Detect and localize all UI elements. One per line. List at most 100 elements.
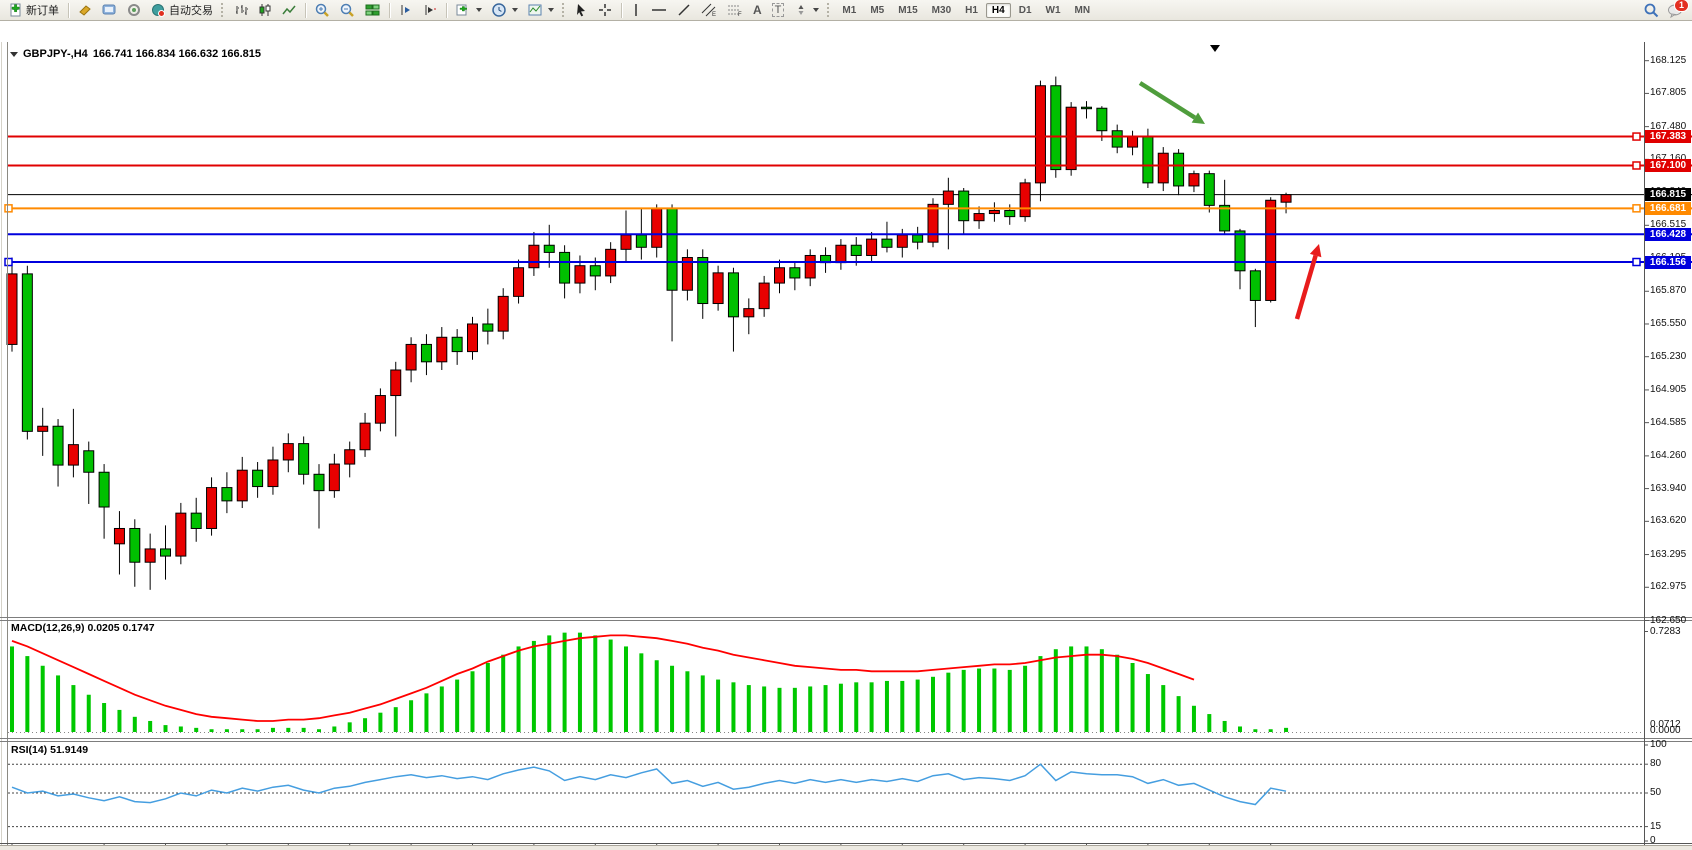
chart-shift-marker[interactable] xyxy=(1210,45,1220,52)
hline-node[interactable] xyxy=(1632,132,1641,141)
cursor-tool-button[interactable] xyxy=(570,0,593,20)
macd-histogram-bar xyxy=(670,665,675,732)
tile-windows-button[interactable] xyxy=(360,0,385,20)
candle-up xyxy=(405,343,417,371)
macd-histogram-bar xyxy=(884,680,889,732)
macd-histogram-bar xyxy=(470,671,475,732)
candle-down xyxy=(252,469,264,488)
candle-up xyxy=(1019,182,1031,218)
separator xyxy=(389,2,390,18)
macd-label: MACD(12,26,9) 0.0205 0.1747 xyxy=(11,622,155,634)
tab-timeframe-H4[interactable]: H4 xyxy=(985,2,1011,18)
chart-menu-icon[interactable] xyxy=(10,51,18,57)
styles-button[interactable] xyxy=(73,0,97,20)
templates-button[interactable] xyxy=(523,0,559,20)
bar-chart-mode-button[interactable] xyxy=(229,0,253,20)
macd-histogram-bar xyxy=(900,680,905,732)
candle-down xyxy=(850,244,862,256)
hline-node[interactable] xyxy=(4,257,13,267)
fibonacci-tool-button[interactable]: F xyxy=(722,0,748,20)
crosshair-tool-button[interactable] xyxy=(593,0,617,20)
bounce-up-arrow xyxy=(1294,254,1318,320)
toolbar-drag-handle[interactable] xyxy=(562,3,567,17)
rsi-tick-label: 15 xyxy=(1650,820,1662,832)
candle-up xyxy=(528,244,540,269)
candle-chart-mode-button[interactable] xyxy=(253,0,277,20)
toolbar-drag-handle[interactable] xyxy=(221,3,226,17)
candlestick-chart-icon xyxy=(259,4,271,16)
macd-histogram-bar xyxy=(117,709,122,732)
tab-timeframe-M15[interactable]: M15 xyxy=(898,4,918,16)
price-tick-label: 163.295 xyxy=(1650,548,1687,560)
text-tool-button[interactable]: A xyxy=(748,0,767,20)
hline-node[interactable] xyxy=(1632,161,1641,170)
candle-up xyxy=(236,469,248,502)
indicators-button[interactable] xyxy=(451,0,487,20)
search-icon[interactable] xyxy=(1644,3,1659,18)
auto-scroll-button[interactable] xyxy=(394,0,418,20)
horizontal-line-tool-button[interactable] xyxy=(646,0,672,20)
macd-histogram-bar xyxy=(1284,727,1289,732)
candle-up xyxy=(896,234,908,248)
macd-histogram-bar xyxy=(178,726,183,732)
candle-up xyxy=(328,463,340,492)
tab-timeframe-M30[interactable]: M30 xyxy=(931,4,952,16)
tab-timeframe-M5[interactable]: M5 xyxy=(870,4,885,16)
macd-histogram-bar xyxy=(516,646,521,732)
candle-up xyxy=(1157,152,1169,184)
macd-axis-mid: 0.0712 xyxy=(1650,719,1681,730)
macd-histogram-bar xyxy=(608,639,613,732)
candle-down xyxy=(881,238,893,248)
candle-up xyxy=(67,444,79,466)
market-watch-button[interactable] xyxy=(97,0,122,20)
channel-tool-button[interactable]: E xyxy=(696,0,722,20)
styles-icon xyxy=(79,5,91,16)
tab-timeframe-D1[interactable]: D1 xyxy=(1018,4,1032,16)
new-order-button[interactable]: 新订单 xyxy=(4,0,64,20)
candle-up xyxy=(359,422,371,451)
candle-down xyxy=(543,244,555,253)
strategy-tester-button[interactable] xyxy=(122,0,146,20)
new-order-icon xyxy=(10,3,21,17)
trendline-tool-button[interactable] xyxy=(672,0,696,20)
tab-timeframe-MN[interactable]: MN xyxy=(1074,4,1091,16)
price-tick-label: 168.125 xyxy=(1650,54,1687,66)
candle-up xyxy=(1265,199,1277,301)
macd-histogram-bar xyxy=(270,727,275,732)
periods-button[interactable] xyxy=(487,0,523,20)
toolbar-drag-handle[interactable] xyxy=(827,3,832,17)
zoom-out-button[interactable] xyxy=(335,0,360,20)
bounce-up-arrow-head[interactable] xyxy=(1309,244,1322,258)
zoom-in-button[interactable] xyxy=(310,0,335,20)
downward-pressure-arrow xyxy=(1138,81,1197,120)
macd-histogram-bar xyxy=(194,727,199,732)
downward-pressure-arrow-head[interactable] xyxy=(1191,112,1205,124)
chart-shift-button[interactable] xyxy=(418,0,442,20)
hline-node[interactable] xyxy=(4,204,13,213)
auto-trading-button[interactable]: 自动交易 xyxy=(146,0,218,20)
macd-histogram-bar xyxy=(777,687,782,732)
tab-timeframe-W1[interactable]: W1 xyxy=(1045,4,1061,16)
price-tick-label: 163.940 xyxy=(1650,482,1687,494)
chart-canvas[interactable] xyxy=(0,21,1692,850)
arrows-tool-button[interactable] xyxy=(789,0,824,20)
notifications-button[interactable]: 1 xyxy=(1667,0,1689,18)
line-chart-mode-button[interactable] xyxy=(277,0,301,20)
hline-node[interactable] xyxy=(1632,257,1641,267)
macd-histogram-bar xyxy=(577,632,582,732)
macd-histogram-bar xyxy=(25,656,30,732)
text-tool-icon: A xyxy=(753,3,762,17)
candle-up xyxy=(206,487,218,529)
price-tick-label: 164.585 xyxy=(1650,416,1687,428)
candle-up xyxy=(651,207,663,248)
tab-timeframe-M1[interactable]: M1 xyxy=(842,4,857,16)
macd-histogram-bar xyxy=(224,729,229,732)
vertical-line-tool-button[interactable] xyxy=(626,0,646,20)
label-tool-button[interactable]: T xyxy=(767,0,790,20)
candle-up xyxy=(6,273,18,345)
macd-histogram-bar xyxy=(501,654,506,732)
candle-up xyxy=(436,336,448,363)
macd-histogram-bar xyxy=(1191,705,1196,732)
tab-timeframe-H1[interactable]: H1 xyxy=(965,4,978,16)
hline-node[interactable] xyxy=(1632,204,1641,213)
